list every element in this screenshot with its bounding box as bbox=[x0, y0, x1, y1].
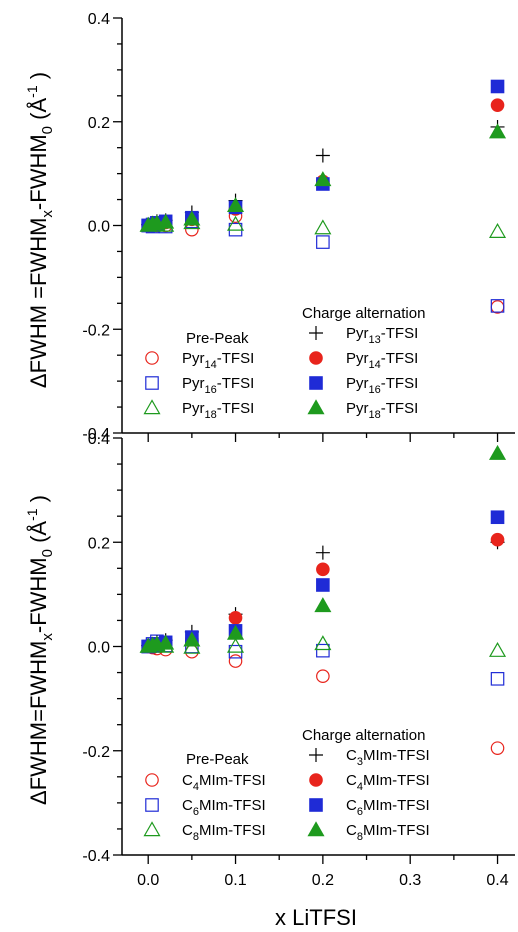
data-point-top-5 bbox=[490, 79, 505, 94]
data-point-bottom-6 bbox=[488, 444, 507, 460]
x-tick-label: 0.0 bbox=[137, 872, 159, 889]
data-point-bottom-0 bbox=[490, 741, 505, 755]
data-point-top-4 bbox=[490, 98, 505, 112]
legend-marker bbox=[145, 376, 159, 390]
data-point-bottom-1 bbox=[490, 672, 505, 686]
legend-marker bbox=[307, 821, 325, 837]
legend-entry: Pyr16-TFSI bbox=[346, 375, 418, 396]
legend-marker bbox=[145, 351, 159, 365]
data-point-top-1 bbox=[490, 299, 505, 313]
legend-marker bbox=[143, 399, 161, 415]
data-point-bottom-4 bbox=[316, 562, 330, 577]
data-point-bottom-0 bbox=[316, 669, 330, 684]
data-point-bottom-3 bbox=[315, 545, 330, 560]
x-tick-label: 0.2 bbox=[312, 872, 334, 889]
legend-marker bbox=[309, 773, 323, 787]
y-axis-title-top: ΔFWHM =FWHMx-FWHM0 (Å-1 ) bbox=[24, 72, 56, 388]
legend-marker bbox=[309, 351, 323, 365]
legend-entry: Pyr13-TFSI bbox=[346, 325, 418, 346]
x-tick-label: 0.3 bbox=[399, 872, 421, 889]
legend-entry: Pyr18-TFSI bbox=[346, 400, 418, 421]
data-point-bottom-2 bbox=[183, 638, 201, 654]
data-point-top-3 bbox=[315, 148, 330, 163]
data-point-bottom-6 bbox=[226, 624, 245, 640]
y-tick-label: 0.2 bbox=[88, 115, 110, 132]
data-point-bottom-5 bbox=[316, 578, 330, 592]
data-point-bottom-4 bbox=[228, 611, 243, 625]
svg-text:ΔFWHM =FWHMx-FWHM0 (Å-1 ): ΔFWHM =FWHMx-FWHM0 (Å-1 ) bbox=[24, 72, 56, 388]
legend-top: Pre-Peak Charge alternation Pyr14-TFSI Py… bbox=[143, 305, 425, 421]
legend-entry: C3MIm-TFSI bbox=[346, 747, 430, 768]
legend-entry: C6MIm-TFSI bbox=[346, 797, 430, 818]
data-point-bottom-6 bbox=[183, 631, 201, 647]
y-tick-label: -0.4 bbox=[82, 848, 110, 865]
data-point-top-2 bbox=[488, 223, 507, 238]
legend-title-prepeak: Pre-Peak bbox=[186, 330, 249, 347]
data-point-top-6 bbox=[183, 210, 201, 226]
data-point-top-2 bbox=[226, 215, 245, 231]
data-points-bottom bbox=[139, 444, 507, 755]
legend-entry: C8MIm-TFSI bbox=[182, 822, 266, 843]
data-point-bottom-5 bbox=[490, 510, 505, 525]
data-point-bottom-2 bbox=[488, 641, 507, 657]
y-tick-label: 0.0 bbox=[88, 219, 110, 236]
legend-entry: C4MIm-TFSI bbox=[182, 772, 266, 793]
legend-title-charge: Charge alternation bbox=[302, 727, 425, 744]
y-ticks-bottom: 0.4 0.2 0.0 -0.2 -0.4 bbox=[82, 431, 122, 865]
data-point-top-6 bbox=[314, 171, 332, 187]
legend-entry: Pyr14-TFSI bbox=[182, 350, 254, 371]
y-tick-label: -0.2 bbox=[82, 322, 110, 339]
svg-text:ΔFWHM=FWHMx-FWHM0 (Å-1 ): ΔFWHM=FWHMx-FWHM0 (Å-1 ) bbox=[24, 495, 56, 805]
legend-marker bbox=[309, 376, 323, 390]
panel-bottom: ΔFWHM=FWHMx-FWHM0 (Å-1 ) 0.4 0.2 0.0 -0.2 -0… bbox=[24, 431, 515, 930]
data-point-top-6 bbox=[157, 213, 175, 229]
legend-marker bbox=[309, 798, 323, 812]
legend-marker bbox=[145, 798, 159, 812]
data-point-bottom-2 bbox=[314, 635, 332, 651]
data-point-bottom-4 bbox=[490, 532, 505, 547]
legend-marker bbox=[309, 326, 323, 340]
data-point-top-6 bbox=[488, 123, 507, 139]
data-point-bottom-2 bbox=[226, 637, 245, 653]
y-tick-label: -0.4 bbox=[82, 426, 110, 443]
data-points-top bbox=[139, 79, 507, 314]
legend-marker bbox=[309, 748, 323, 762]
legend-bottom: Pre-Peak Charge alternation C4MIm-TFSI C6… bbox=[143, 727, 430, 843]
legend-marker bbox=[143, 821, 161, 837]
legend-marker bbox=[145, 773, 159, 787]
panel-top: ΔFWHM =FWHMx-FWHM0 (Å-1 ) 0.4 0.2 0.0 -0.2 -… bbox=[24, 11, 515, 443]
legend-title-charge: Charge alternation bbox=[302, 305, 425, 322]
legend-entry: C8MIm-TFSI bbox=[346, 822, 430, 843]
y-axis-title-bottom: ΔFWHM=FWHMx-FWHM0 (Å-1 ) bbox=[24, 495, 56, 805]
legend-entry: Pyr16-TFSI bbox=[182, 375, 254, 396]
y-tick-label: 0.4 bbox=[88, 431, 110, 448]
legend-title-prepeak: Pre-Peak bbox=[186, 751, 249, 768]
data-point-top-1 bbox=[316, 235, 330, 249]
legend-entry: Pyr18-TFSI bbox=[182, 400, 254, 421]
x-tick-label: 0.4 bbox=[486, 872, 508, 889]
x-tick-label: 0.1 bbox=[224, 872, 246, 889]
legend-marker bbox=[307, 399, 325, 415]
data-point-bottom-6 bbox=[157, 634, 175, 650]
data-point-top-6 bbox=[226, 197, 245, 213]
y-tick-label: 0.2 bbox=[88, 535, 110, 552]
legend-entry: C4MIm-TFSI bbox=[346, 772, 430, 793]
data-point-bottom-6 bbox=[314, 597, 332, 613]
data-point-bottom-0 bbox=[228, 654, 243, 668]
x-ticks: 0.0 0.1 0.2 0.3 0.4 bbox=[137, 872, 509, 889]
y-tick-label: -0.2 bbox=[82, 744, 110, 761]
y-tick-label: 0.0 bbox=[88, 640, 110, 657]
data-point-top-2 bbox=[314, 219, 332, 235]
data-point-bottom-1 bbox=[316, 643, 330, 658]
legend-entry: C6MIm-TFSI bbox=[182, 797, 266, 818]
y-tick-label: 0.4 bbox=[88, 11, 110, 28]
x-axis-title: x LiTFSI bbox=[275, 905, 357, 930]
y-ticks-top: 0.4 0.2 0.0 -0.2 -0.4 bbox=[82, 11, 122, 443]
legend-entry: Pyr14-TFSI bbox=[346, 350, 418, 371]
